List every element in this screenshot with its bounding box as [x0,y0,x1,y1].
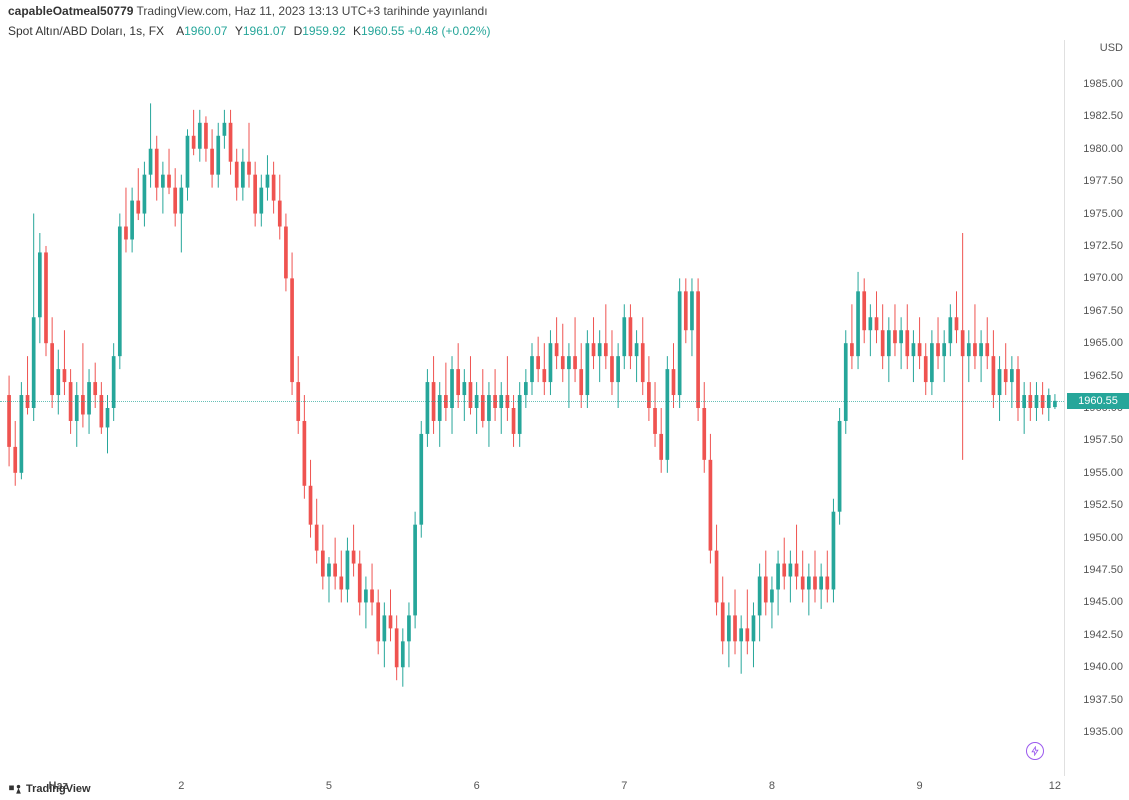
ytick-label: 1985.00 [1083,78,1123,90]
ytick-label: 1965.00 [1083,337,1123,349]
ohlc-block: A1960.07 Y1961.07 D1959.92 K1960.55 +0.4… [172,24,490,38]
xtick-label: 5 [326,780,332,792]
ytick-label: 1937.50 [1083,694,1123,706]
xtick-label: 6 [474,780,480,792]
xtick-label: 2 [178,780,184,792]
ytick-label: 1950.00 [1083,532,1123,544]
ytick-label: 1977.50 [1083,175,1123,187]
ytick-label: 1972.50 [1083,240,1123,252]
tradingview-logo: TradingView [8,782,91,796]
ytick-label: 1940.00 [1083,661,1123,673]
price-axis[interactable]: USD 1935.00 1937.50 1940.00 1942.50 1945.00 1… [1065,40,1129,776]
publish-header: capableOatmeal50779 TradingView.com, Haz… [0,0,1129,22]
currency-label: USD [1100,42,1123,54]
time-axis[interactable]: Haz25678912 [0,776,1065,800]
ytick-label: 1945.00 [1083,596,1123,608]
ytick-label: 1975.00 [1083,208,1123,220]
ytick-label: 1947.50 [1083,564,1123,576]
ytick-label: 1957.50 [1083,434,1123,446]
ytick-label: 1935.00 [1083,726,1123,738]
ytick-label: 1967.50 [1083,305,1123,317]
candlestick-chart [0,40,1064,776]
snapshot-icon[interactable] [1026,742,1044,760]
ytick-label: 1955.00 [1083,467,1123,479]
site-name: TradingView.com [137,4,228,18]
tv-logo-icon [8,782,22,796]
publish-timestamp: , Haz 11, 2023 13:13 UTC+3 tarihinde yay… [228,4,488,18]
ytick-label: 1942.50 [1083,629,1123,641]
ytick-label: 1980.00 [1083,143,1123,155]
username: capableOatmeal50779 [8,4,133,18]
ytick-label: 1962.50 [1083,370,1123,382]
ytick-label: 1970.00 [1083,272,1123,284]
last-price-tag: 1960.55 [1067,393,1129,409]
symbol-name: Spot Altın/ABD Doları, 1s, FX [8,24,164,38]
xtick-label: 8 [769,780,775,792]
xtick-label: 12 [1049,780,1061,792]
ytick-label: 1982.50 [1083,110,1123,122]
xtick-label: 7 [621,780,627,792]
xtick-label: 9 [917,780,923,792]
ytick-label: 1952.50 [1083,499,1123,511]
last-price-line [0,401,1064,402]
chart-pane[interactable] [0,40,1065,776]
